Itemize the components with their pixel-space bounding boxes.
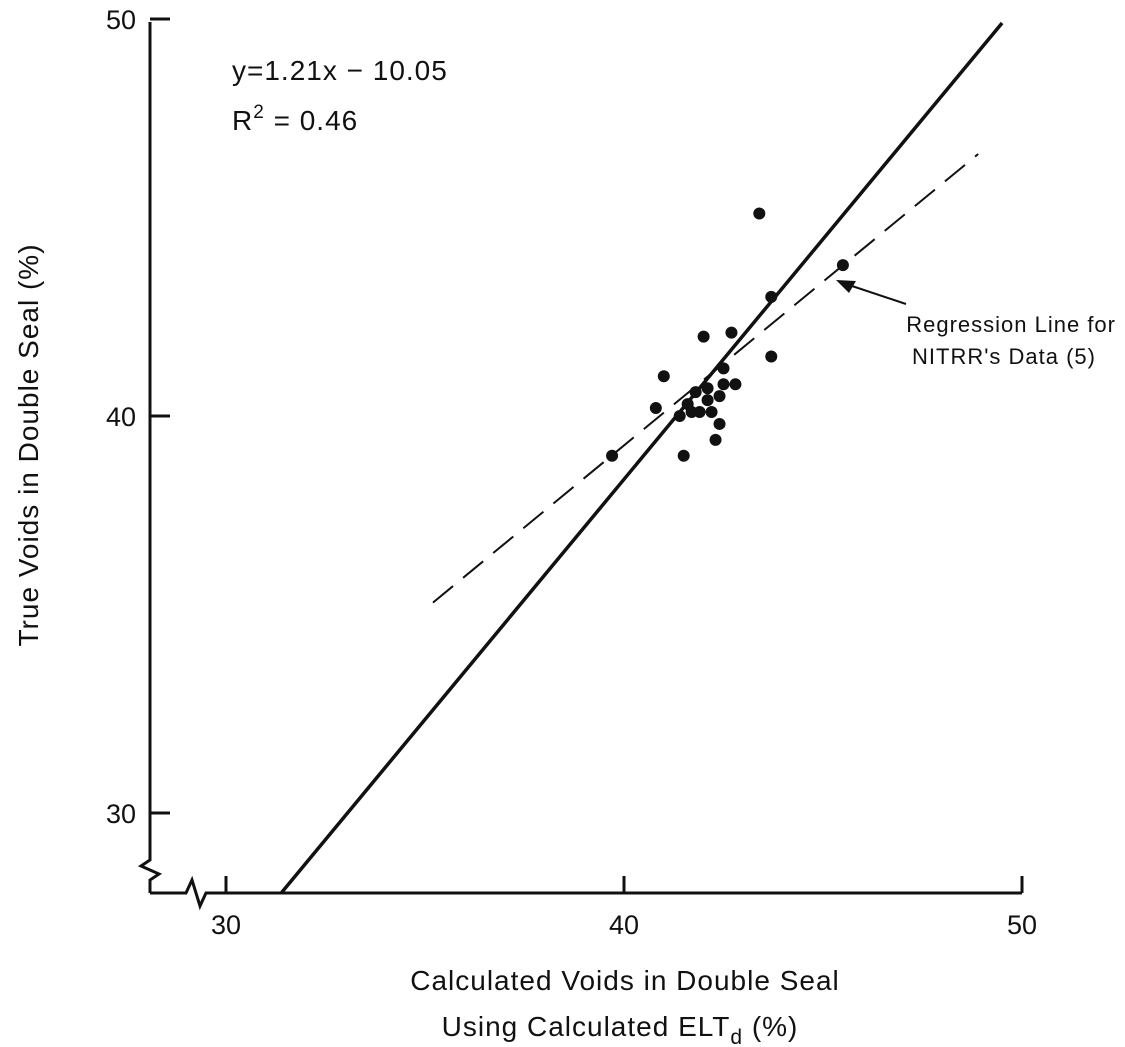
annotation-line1: Regression Line for (906, 312, 1116, 337)
data-point (717, 378, 730, 391)
data-point (836, 259, 849, 272)
x-ticks: 30 40 50 (211, 876, 1037, 940)
data-point (709, 433, 722, 446)
regression-lines (280, 21, 1004, 894)
annotation-line2: NITRR's Data (5) (912, 344, 1096, 369)
y-tick-label: 30 (106, 799, 136, 829)
data-point (697, 330, 710, 343)
data-point (717, 362, 730, 375)
y-tick-label: 40 (106, 402, 136, 432)
equation-text: y=1.21x − 10.05 (232, 55, 448, 86)
data-point (705, 406, 718, 419)
axes (137, 22, 1022, 911)
data-point (729, 378, 742, 391)
data-point (701, 382, 714, 395)
data-point (765, 350, 778, 363)
data-point (753, 207, 766, 220)
fitted-regression-line (280, 21, 1004, 894)
data-point (713, 390, 726, 403)
data-point (677, 449, 690, 462)
data-point (606, 449, 619, 462)
data-point (713, 417, 726, 430)
x-axis-title: Calculated Voids in Double Seal (410, 965, 839, 996)
y-tick-label: 50 (106, 5, 136, 35)
nitrr-regression-line (432, 153, 979, 604)
data-point (649, 402, 662, 415)
y-ticks: 30 40 50 (106, 5, 170, 829)
r-squared-text: R2 = 0.46 (232, 102, 358, 136)
x-axis-line (150, 875, 1022, 911)
data-point (701, 394, 714, 407)
y-axis-line (137, 22, 163, 893)
data-point (765, 290, 778, 303)
data-point (725, 326, 738, 339)
data-point (693, 406, 706, 419)
y-axis-title: True Voids in Double Seal (%) (13, 243, 44, 646)
regression-annotation: Regression Line for NITRR's Data (5) (836, 280, 1116, 369)
x-tick-label: 40 (609, 910, 639, 940)
x-tick-label: 30 (211, 910, 241, 940)
x-axis-title-line2: Using Calculated ELTd (%) (442, 1011, 799, 1047)
x-tick-label: 50 (1007, 910, 1037, 940)
data-points (606, 207, 849, 462)
data-point (689, 386, 702, 399)
data-point (673, 410, 686, 422)
data-point (657, 370, 670, 383)
